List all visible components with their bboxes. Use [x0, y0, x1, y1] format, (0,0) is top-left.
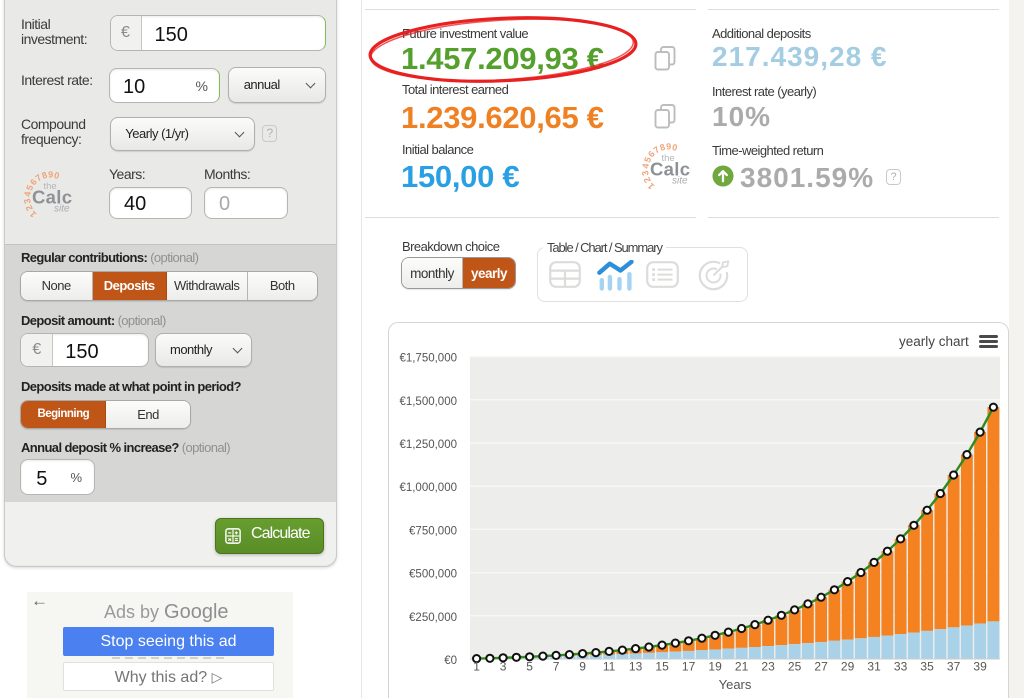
svg-text:31: 31 [867, 660, 881, 674]
svg-text:Calc: Calc [32, 187, 72, 208]
svg-text:2: 2 [642, 175, 653, 184]
svg-text:site: site [54, 204, 70, 215]
svg-text:€500,000: €500,000 [409, 569, 457, 581]
svg-text:29: 29 [841, 660, 855, 674]
svg-text:1: 1 [646, 181, 657, 191]
svg-text:7: 7 [34, 172, 44, 183]
svg-text:9: 9 [666, 141, 672, 151]
svg-text:21: 21 [735, 660, 749, 674]
svg-text:€0: €0 [444, 655, 457, 667]
svg-text:Years: Years [719, 677, 752, 692]
svg-text:9: 9 [48, 169, 54, 179]
svg-text:Calc: Calc [650, 159, 690, 180]
svg-text:the: the [662, 153, 675, 164]
svg-text:3: 3 [22, 198, 33, 205]
svg-text:39: 39 [973, 660, 987, 674]
svg-text:5: 5 [642, 155, 653, 163]
svg-text:8: 8 [658, 142, 666, 153]
svg-text:5: 5 [526, 660, 533, 674]
svg-text:25: 25 [788, 660, 802, 674]
svg-text:1: 1 [473, 660, 480, 674]
svg-text:27: 27 [814, 660, 828, 674]
svg-text:37: 37 [947, 660, 961, 674]
svg-text:€250,000: €250,000 [409, 612, 457, 624]
svg-text:35: 35 [920, 660, 934, 674]
svg-text:2: 2 [24, 203, 35, 212]
svg-text:1: 1 [28, 209, 39, 219]
svg-text:13: 13 [629, 660, 643, 674]
svg-text:9: 9 [579, 660, 586, 674]
svg-text:€750,000: €750,000 [409, 525, 457, 537]
svg-text:7: 7 [553, 660, 560, 674]
svg-text:7: 7 [652, 144, 662, 155]
svg-text:the: the [44, 181, 57, 192]
svg-text:6: 6 [646, 149, 657, 159]
svg-text:site: site [672, 176, 688, 187]
svg-text:0: 0 [53, 170, 60, 181]
svg-text:€1,750,000: €1,750,000 [399, 353, 457, 365]
svg-text:€1,000,000: €1,000,000 [399, 482, 457, 494]
svg-text:6: 6 [28, 177, 39, 187]
svg-text:15: 15 [655, 660, 669, 674]
svg-text:€1,250,000: €1,250,000 [399, 439, 457, 451]
svg-text:23: 23 [761, 660, 775, 674]
svg-text:3: 3 [640, 170, 651, 177]
svg-text:33: 33 [894, 660, 908, 674]
svg-text:4: 4 [22, 191, 32, 197]
svg-text:8: 8 [40, 170, 48, 181]
svg-text:0: 0 [671, 142, 678, 153]
svg-text:17: 17 [682, 660, 696, 674]
svg-text:3: 3 [500, 660, 507, 674]
svg-text:4: 4 [640, 163, 650, 169]
svg-text:19: 19 [708, 660, 722, 674]
svg-text:5: 5 [24, 183, 35, 191]
svg-text:€1,500,000: €1,500,000 [399, 396, 457, 408]
svg-text:11: 11 [603, 660, 616, 674]
